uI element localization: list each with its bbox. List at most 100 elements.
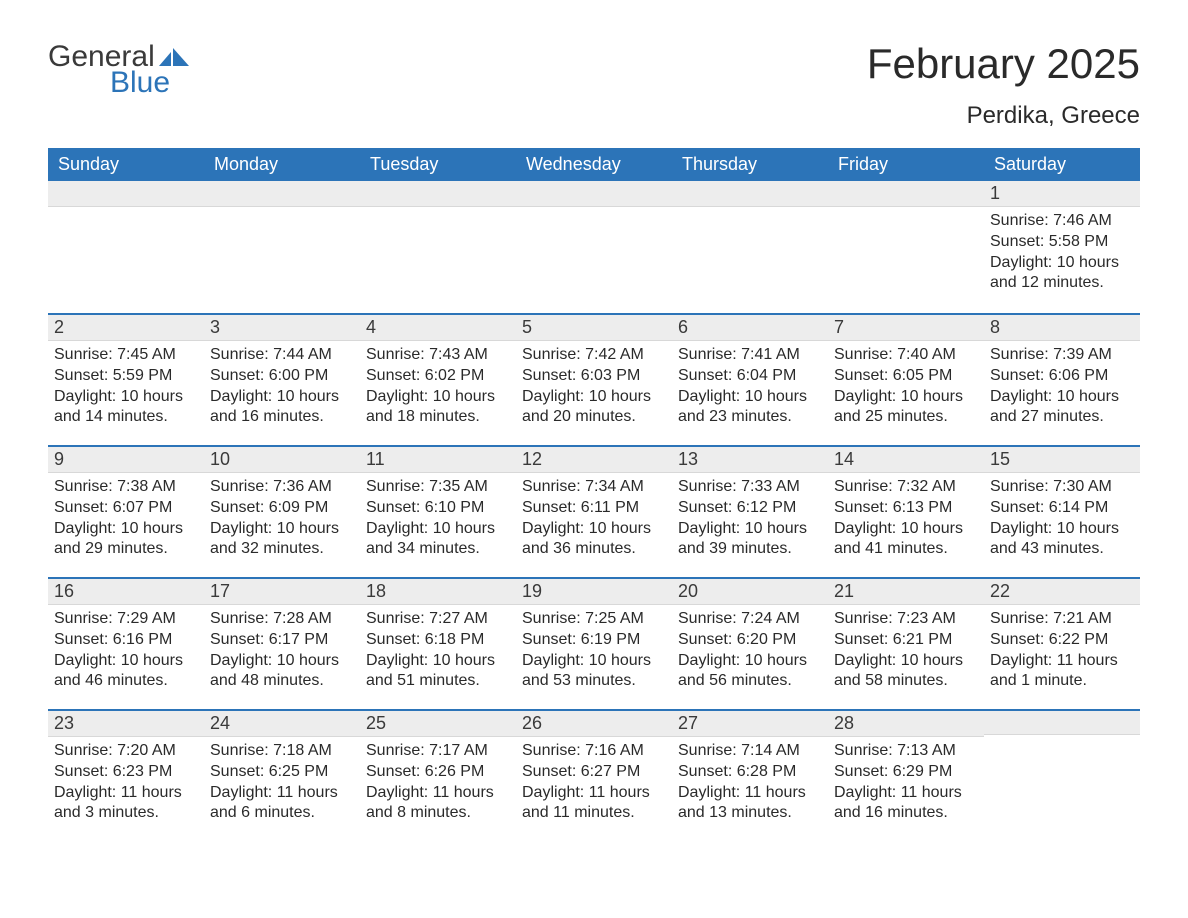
weekday-header-row: SundayMondayTuesdayWednesdayThursdayFrid… <box>48 148 1140 181</box>
sunset-line: Sunset: 6:02 PM <box>366 366 510 387</box>
calendar-row: 2Sunrise: 7:45 AMSunset: 5:59 PMDaylight… <box>48 313 1140 445</box>
calendar-cell: 27Sunrise: 7:14 AMSunset: 6:28 PMDayligh… <box>672 709 828 841</box>
day-data: Sunrise: 7:27 AMSunset: 6:18 PMDaylight:… <box>360 605 516 696</box>
sunset-line: Sunset: 6:26 PM <box>366 762 510 783</box>
sunset-line: Sunset: 6:27 PM <box>522 762 666 783</box>
weekday-header: Saturday <box>984 148 1140 181</box>
day-number-bar: 1 <box>984 181 1140 207</box>
calendar-cell: 3Sunrise: 7:44 AMSunset: 6:00 PMDaylight… <box>204 313 360 445</box>
sunset-line: Sunset: 6:20 PM <box>678 630 822 651</box>
daylight-line: Daylight: 10 hours and 27 minutes. <box>990 387 1134 429</box>
calendar-cell: 25Sunrise: 7:17 AMSunset: 6:26 PMDayligh… <box>360 709 516 841</box>
calendar-cell: 6Sunrise: 7:41 AMSunset: 6:04 PMDaylight… <box>672 313 828 445</box>
day-number-bar: 17 <box>204 577 360 605</box>
day-data: Sunrise: 7:45 AMSunset: 5:59 PMDaylight:… <box>48 341 204 432</box>
day-data: Sunrise: 7:41 AMSunset: 6:04 PMDaylight:… <box>672 341 828 432</box>
sunrise-line: Sunrise: 7:34 AM <box>522 477 666 498</box>
sunrise-line: Sunrise: 7:30 AM <box>990 477 1134 498</box>
sunrise-line: Sunrise: 7:40 AM <box>834 345 978 366</box>
day-number-bar: 13 <box>672 445 828 473</box>
calendar-cell: 21Sunrise: 7:23 AMSunset: 6:21 PMDayligh… <box>828 577 984 709</box>
day-data: Sunrise: 7:24 AMSunset: 6:20 PMDaylight:… <box>672 605 828 696</box>
daylight-line: Daylight: 10 hours and 51 minutes. <box>366 651 510 693</box>
day-number-bar: 22 <box>984 577 1140 605</box>
sunset-line: Sunset: 6:10 PM <box>366 498 510 519</box>
daylight-line: Daylight: 10 hours and 20 minutes. <box>522 387 666 429</box>
day-number-bar: 5 <box>516 313 672 341</box>
daylight-line: Daylight: 10 hours and 23 minutes. <box>678 387 822 429</box>
day-data: Sunrise: 7:46 AMSunset: 5:58 PMDaylight:… <box>984 207 1140 298</box>
day-data: Sunrise: 7:32 AMSunset: 6:13 PMDaylight:… <box>828 473 984 564</box>
day-data: Sunrise: 7:18 AMSunset: 6:25 PMDaylight:… <box>204 737 360 828</box>
calendar-cell: 1Sunrise: 7:46 AMSunset: 5:58 PMDaylight… <box>984 181 1140 313</box>
calendar-cell: 17 Sunrise: 7:28 AMSunset: 6:17 PMDayligh… <box>204 577 360 709</box>
day-data: Sunrise: 7:13 AMSunset: 6:29 PMDaylight:… <box>828 737 984 828</box>
sunrise-line: Sunrise: 7:23 AM <box>834 609 978 630</box>
day-number-bar: 4 <box>360 313 516 341</box>
calendar-cell: 24Sunrise: 7:18 AMSunset: 6:25 PMDayligh… <box>204 709 360 841</box>
calendar-cell: 15Sunrise: 7:30 AMSunset: 6:14 PMDayligh… <box>984 445 1140 577</box>
calendar-cell: 20Sunrise: 7:24 AMSunset: 6:20 PMDayligh… <box>672 577 828 709</box>
day-number-bar: 8 <box>984 313 1140 341</box>
daylight-line: Daylight: 11 hours and 16 minutes. <box>834 783 978 825</box>
sunrise-line: Sunrise: 7:20 AM <box>54 741 198 762</box>
daylight-line: Daylight: 11 hours and 6 minutes. <box>210 783 354 825</box>
daylight-line: Daylight: 10 hours and 29 minutes. <box>54 519 198 561</box>
day-number-bar: 25 <box>360 709 516 737</box>
weekday-header: Friday <box>828 148 984 181</box>
header: General Blue February 2025 Perdika, Gree… <box>48 40 1140 140</box>
sunrise-line: Sunrise: 7:41 AM <box>678 345 822 366</box>
sunrise-line: Sunrise: 7:32 AM <box>834 477 978 498</box>
daylight-line: Daylight: 10 hours and 16 minutes. <box>210 387 354 429</box>
day-number-bar-empty <box>48 181 204 207</box>
calendar-cell: 7Sunrise: 7:40 AMSunset: 6:05 PMDaylight… <box>828 313 984 445</box>
sunrise-line: Sunrise: 7:21 AM <box>990 609 1134 630</box>
calendar-cell: 22Sunrise: 7:21 AMSunset: 6:22 PMDayligh… <box>984 577 1140 709</box>
daylight-line: Daylight: 10 hours and 48 minutes. <box>210 651 354 693</box>
day-number-bar: 16 <box>48 577 204 605</box>
sunset-line: Sunset: 6:14 PM <box>990 498 1134 519</box>
sunset-line: Sunset: 6:09 PM <box>210 498 354 519</box>
sunset-line: Sunset: 6:22 PM <box>990 630 1134 651</box>
day-number-bar: 18 <box>360 577 516 605</box>
daylight-line: Daylight: 10 hours and 53 minutes. <box>522 651 666 693</box>
sunset-line: Sunset: 6:21 PM <box>834 630 978 651</box>
calendar-row: 16Sunrise: 7:29 AMSunset: 6:16 PMDayligh… <box>48 577 1140 709</box>
day-number-bar: 10 <box>204 445 360 473</box>
day-number-bar: 26 <box>516 709 672 737</box>
day-number-bar-empty <box>360 181 516 207</box>
daylight-line: Daylight: 11 hours and 8 minutes. <box>366 783 510 825</box>
sunset-line: Sunset: 6:11 PM <box>522 498 666 519</box>
sunset-line: Sunset: 6:03 PM <box>522 366 666 387</box>
calendar-cell: 8Sunrise: 7:39 AMSunset: 6:06 PMDaylight… <box>984 313 1140 445</box>
day-number-bar: 11 <box>360 445 516 473</box>
day-number-bar: 28 <box>828 709 984 737</box>
day-data: Sunrise: 7:36 AMSunset: 6:09 PMDaylight:… <box>204 473 360 564</box>
sunset-line: Sunset: 6:29 PM <box>834 762 978 783</box>
daylight-line: Daylight: 11 hours and 13 minutes. <box>678 783 822 825</box>
daylight-line: Daylight: 10 hours and 14 minutes. <box>54 387 198 429</box>
location-label: Perdika, Greece <box>867 102 1140 130</box>
sunrise-line: Sunrise: 7:36 AM <box>210 477 354 498</box>
daylight-line: Daylight: 10 hours and 25 minutes. <box>834 387 978 429</box>
sunrise-line: Sunrise: 7:43 AM <box>366 345 510 366</box>
logo-triangle-icon <box>159 48 191 73</box>
sunset-line: Sunset: 6:07 PM <box>54 498 198 519</box>
sunset-line: Sunset: 6:06 PM <box>990 366 1134 387</box>
day-number-bar: 12 <box>516 445 672 473</box>
day-number-bar: 6 <box>672 313 828 341</box>
day-number-bar: 14 <box>828 445 984 473</box>
sunset-line: Sunset: 6:00 PM <box>210 366 354 387</box>
sunset-line: Sunset: 6:25 PM <box>210 762 354 783</box>
calendar-cell: 4 Sunrise: 7:43 AMSunset: 6:02 PMDaylight… <box>360 313 516 445</box>
sunset-line: Sunset: 6:17 PM <box>210 630 354 651</box>
calendar-row: 1Sunrise: 7:46 AMSunset: 5:58 PMDaylight… <box>48 181 1140 313</box>
daylight-line: Daylight: 10 hours and 18 minutes. <box>366 387 510 429</box>
sunrise-line: Sunrise: 7:18 AM <box>210 741 354 762</box>
day-data: Sunrise: 7:34 AMSunset: 6:11 PMDaylight:… <box>516 473 672 564</box>
weekday-header: Tuesday <box>360 148 516 181</box>
sunrise-line: Sunrise: 7:28 AM <box>210 609 354 630</box>
sunrise-line: Sunrise: 7:25 AM <box>522 609 666 630</box>
calendar-cell <box>516 181 672 313</box>
daylight-line: Daylight: 11 hours and 11 minutes. <box>522 783 666 825</box>
